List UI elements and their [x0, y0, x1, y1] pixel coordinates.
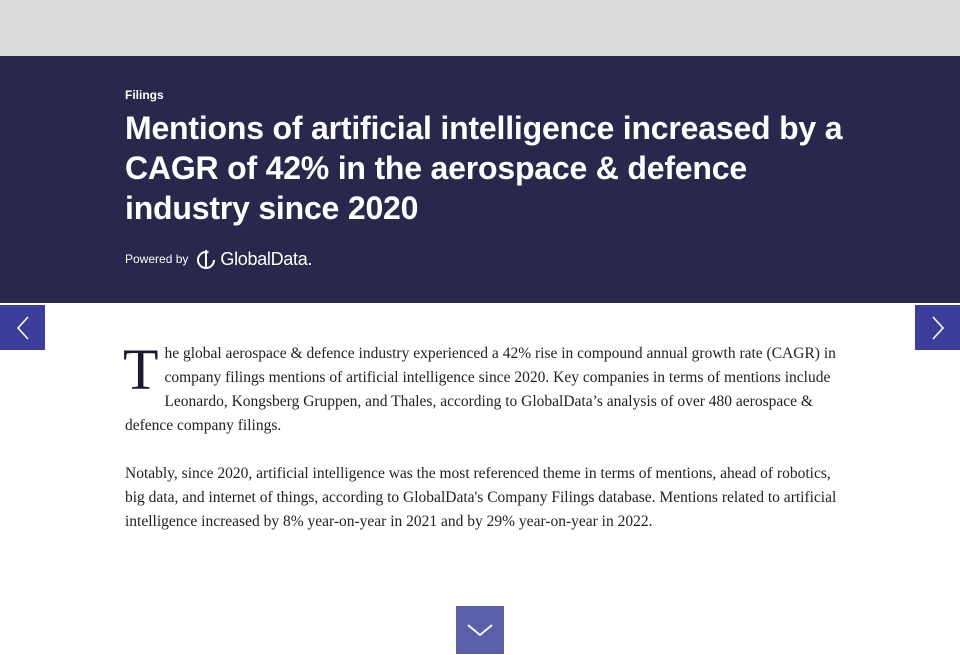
globaldata-brand: GlobalData.: [220, 248, 313, 269]
article-paragraph: Notably, since 2020, artificial intellig…: [125, 465, 837, 530]
globaldata-logo-icon: [197, 250, 216, 269]
drop-cap: T: [123, 337, 159, 402]
globaldata-logo[interactable]: GlobalData.: [196, 248, 312, 270]
chevron-right-icon: [931, 315, 944, 340]
category-label[interactable]: Filings: [125, 88, 164, 102]
page-title: Mentions of artificial intelligence incr…: [125, 110, 843, 226]
scroll-down-button[interactable]: [456, 606, 504, 654]
powered-by: Powered by GlobalData.: [125, 248, 312, 270]
next-article-button[interactable]: [915, 305, 960, 350]
chevron-left-icon: [16, 315, 29, 340]
article-header: Filings Mentions of artificial intellige…: [0, 56, 960, 303]
top-bar: [0, 0, 960, 56]
chevron-down-icon: [467, 624, 493, 637]
paragraph-text: he global aerospace & defence industry e…: [125, 345, 836, 434]
previous-article-button[interactable]: [0, 305, 45, 350]
powered-by-label: Powered by: [125, 252, 189, 266]
